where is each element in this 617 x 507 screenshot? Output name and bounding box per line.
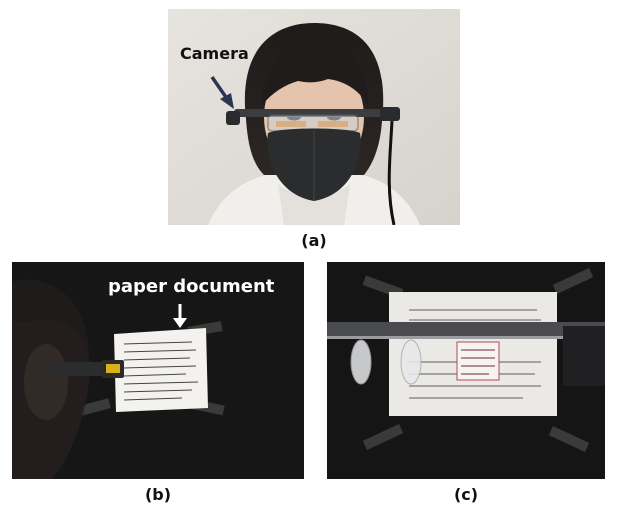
- photo-panel-c: [327, 262, 605, 479]
- caption-b: (b): [144, 485, 172, 504]
- person-with-glasses-image: [168, 9, 460, 225]
- caption-c: (c): [453, 485, 479, 504]
- camera-view-through-glasses-image: [327, 262, 605, 479]
- side-view-glasses-and-paper-image: [12, 262, 304, 479]
- photo-panel-a: Camera: [168, 9, 460, 225]
- camera-annotation-label: Camera: [180, 44, 249, 63]
- photo-panel-b: paper document: [12, 262, 304, 479]
- caption-a: (a): [301, 231, 327, 250]
- paper-document-annotation-label: paper document: [108, 276, 275, 297]
